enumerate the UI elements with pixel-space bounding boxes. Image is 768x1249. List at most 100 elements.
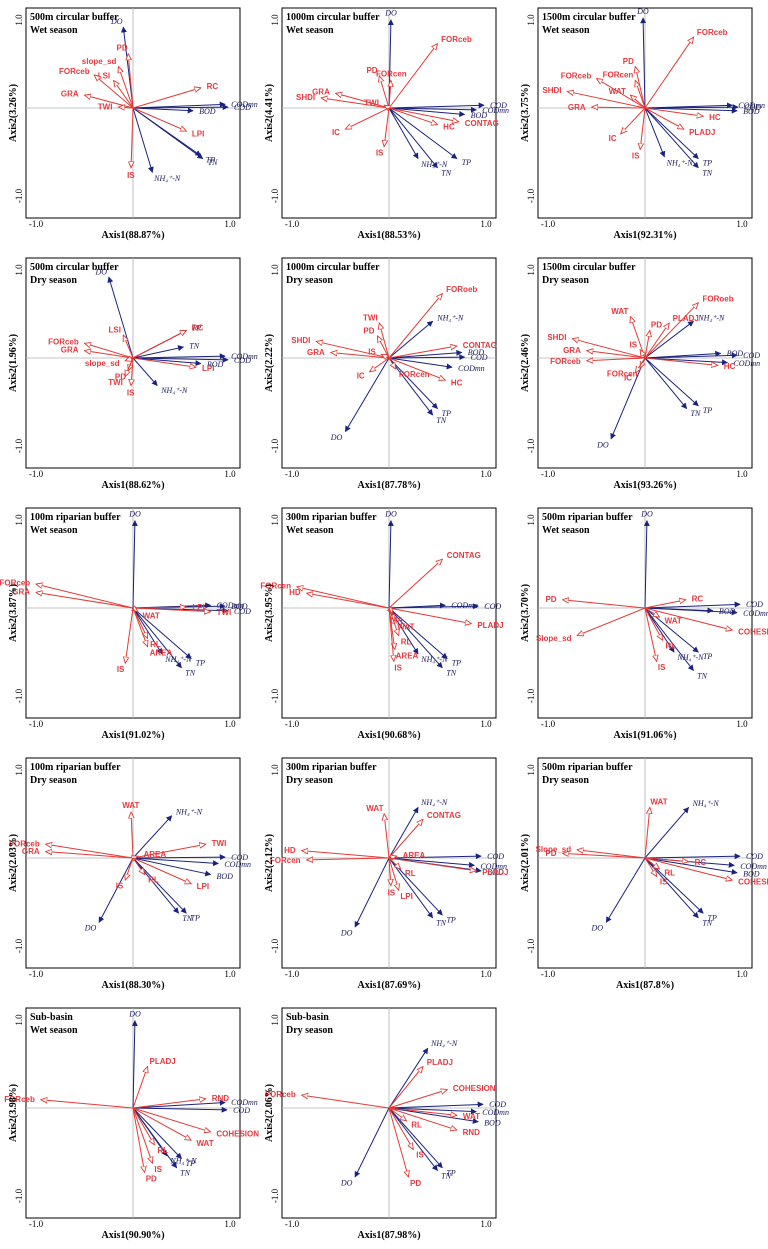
landscape-vector-contag bbox=[388, 819, 423, 859]
landscape-label-pladj: PLADJ bbox=[150, 1057, 176, 1066]
landscape-vector-is bbox=[384, 107, 390, 147]
panel-subtitle: Dry season bbox=[542, 775, 589, 786]
landscape-vector-gra bbox=[592, 107, 646, 108]
landscape-label-wat: WAT bbox=[143, 611, 160, 620]
landscape-vector-rl bbox=[132, 1107, 154, 1145]
landscape-vector-is bbox=[381, 354, 390, 358]
landscape-vector-is bbox=[388, 607, 394, 661]
landscape-vector-hc bbox=[644, 107, 703, 116]
landscape-label-gra: GRA bbox=[307, 348, 325, 357]
env-vector-nhn bbox=[388, 107, 419, 160]
landscape-label-wat: WAT bbox=[609, 87, 626, 96]
landscape-vector-gra bbox=[331, 352, 390, 359]
landscape-vector-pladj bbox=[388, 1067, 423, 1109]
env-label-bod: BOD bbox=[199, 107, 216, 116]
landscape-vector-rl bbox=[388, 607, 399, 636]
env-label-cod: COD bbox=[471, 353, 488, 362]
panel-3: 1500m circular buffer Wet season DO CODmnCO… bbox=[520, 7, 765, 241]
env-vector-tn bbox=[132, 857, 179, 914]
env-label-tn: TN bbox=[189, 342, 199, 351]
landscape-label-forcen: FORcen bbox=[603, 71, 634, 80]
landscape-label-pladj: PLADJ bbox=[482, 868, 508, 877]
x-tick-right: 1.0 bbox=[480, 969, 492, 979]
landscape-label-area: AREA bbox=[143, 850, 166, 859]
env-label-nhn: NH₄⁺-N bbox=[420, 798, 448, 807]
env-label-nhn: NH₄⁺-N bbox=[160, 386, 188, 395]
env-vector-cod bbox=[644, 104, 739, 111]
landscape-vector-twi bbox=[118, 107, 134, 108]
env-label-cod: COD bbox=[490, 101, 507, 110]
landscape-vector-forcen bbox=[307, 858, 390, 860]
landscape-label-pladj: PLADJ bbox=[673, 314, 699, 323]
env-label-cod: COD bbox=[231, 853, 248, 862]
env-label-codmn: CODmn bbox=[482, 106, 509, 115]
landscape-label-wat: WAT bbox=[463, 1112, 480, 1121]
landscape-vector-wat bbox=[388, 1107, 457, 1115]
y-tick-bottom: -1.0 bbox=[270, 438, 280, 453]
env-label-nhn: NH₄⁺-N bbox=[676, 653, 704, 662]
env-vector-bod bbox=[644, 857, 738, 875]
landscape-vector-is bbox=[131, 357, 133, 386]
landscape-vector-is bbox=[125, 857, 134, 880]
x-axis-label: Axis1(93.26%) bbox=[613, 480, 676, 491]
x-tick-left: -1.0 bbox=[285, 219, 300, 229]
landscape-label-cohesion: COHESION bbox=[216, 1130, 259, 1139]
env-label-codmn: CODmn bbox=[480, 862, 507, 871]
landscape-vector-is bbox=[640, 107, 646, 149]
landscape-label-twi: TWI bbox=[364, 98, 379, 107]
landscape-label-area: AREA bbox=[150, 648, 173, 657]
landscape-label-forcen: FORcen bbox=[607, 370, 638, 379]
env-label-do: DO bbox=[128, 1010, 141, 1019]
env-vector-cod bbox=[644, 601, 741, 609]
landscape-label-wat: WAT bbox=[650, 797, 667, 806]
landscape-label-forceb: FORceb bbox=[0, 579, 30, 588]
landscape-vector-lpi bbox=[132, 857, 191, 884]
landscape-vector-pladj bbox=[644, 323, 669, 359]
env-label-codmn: CODmn bbox=[231, 100, 258, 109]
landscape-vector-wat bbox=[384, 814, 390, 859]
env-label-tp: TP bbox=[186, 1159, 195, 1168]
panel-10: 100m riparian buffer Dry season NH₄⁺-N CODC… bbox=[8, 757, 251, 991]
landscape-vector-rl bbox=[644, 857, 660, 869]
landscape-vector-slopesd bbox=[577, 850, 646, 859]
landscape-vector-is bbox=[125, 607, 134, 663]
landscape-label-forceb: FORceb bbox=[697, 28, 728, 37]
env-label-cod: COD bbox=[489, 1100, 506, 1109]
panel-2: 1000m circular buffer Wet season DO CODCODm… bbox=[264, 7, 509, 241]
landscape-vector-slopesd bbox=[118, 67, 134, 109]
y-axis-label: Axis2(3.26%) bbox=[8, 84, 19, 142]
y-tick-top: 1.0 bbox=[526, 514, 536, 526]
panel-title: 1500m circular buffer bbox=[542, 12, 636, 23]
env-vector-nhn bbox=[644, 806, 690, 859]
landscape-vector-shdi bbox=[321, 98, 390, 109]
env-vector-do bbox=[387, 19, 394, 109]
landscape-label-lpi: LPI bbox=[197, 882, 209, 891]
landscape-label-rl: RL bbox=[405, 869, 416, 878]
landscape-vector-forceb bbox=[644, 37, 694, 109]
env-label-bod: BOD bbox=[484, 1119, 501, 1128]
env-vector-tp bbox=[132, 1107, 182, 1160]
env-vector-nhn bbox=[388, 1047, 429, 1109]
landscape-vector-forceb bbox=[597, 79, 646, 109]
landscape-label-pd: PD bbox=[651, 320, 662, 329]
y-axis-label: Axis2(2.22%) bbox=[264, 334, 275, 392]
env-vector-tp bbox=[388, 357, 438, 410]
env-label-bod: BOD bbox=[216, 872, 233, 881]
landscape-label-cohesion: COHESION bbox=[738, 628, 768, 637]
landscape-vector-cohesion bbox=[132, 1107, 211, 1132]
landscape-label-rc: RC bbox=[692, 595, 704, 604]
landscape-vector-shdi bbox=[567, 91, 646, 109]
panel-title: 100m riparian buffer bbox=[30, 512, 121, 523]
landscape-label-wat: WAT bbox=[397, 622, 414, 631]
panel-subtitle: Dry season bbox=[30, 775, 77, 786]
landscape-label-is: IS bbox=[127, 171, 135, 180]
env-label-tn: TN bbox=[697, 671, 707, 680]
env-vector-tn bbox=[388, 1107, 438, 1172]
env-label-bod: BOD bbox=[743, 107, 760, 116]
env-label-do: DO bbox=[340, 928, 353, 937]
x-tick-right: 1.0 bbox=[736, 219, 748, 229]
landscape-label-shdi: SHDI bbox=[547, 333, 566, 342]
landscape-label-cohesion: COHESION bbox=[738, 878, 768, 887]
landscape-label-forceb: FORceb bbox=[59, 67, 90, 76]
